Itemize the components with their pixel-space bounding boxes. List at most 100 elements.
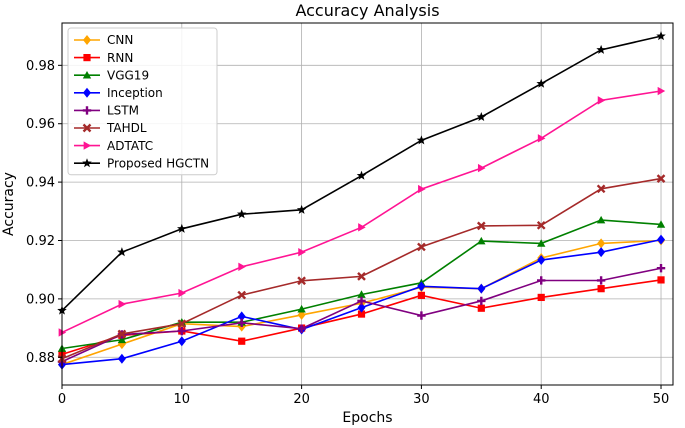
x-tick-label: 40 <box>533 392 550 407</box>
data-point <box>596 215 606 224</box>
data-point <box>178 288 187 298</box>
data-point <box>237 290 247 300</box>
axis-ticks: 0 10 20 30 40 50 0.88 0.90 0.92 0.94 0.96 0.98 <box>26 59 669 407</box>
data-point <box>657 234 666 245</box>
data-point <box>298 247 306 257</box>
legend-item: Proposed HGCTN <box>74 156 209 170</box>
plot-series <box>57 31 666 370</box>
legend-marker <box>82 87 92 98</box>
data-point <box>477 304 485 312</box>
legend-label: ADTATC <box>107 139 153 153</box>
data-point <box>118 299 127 309</box>
legend-marker <box>82 106 92 115</box>
data-point <box>418 184 426 194</box>
data-point <box>657 276 665 284</box>
data-point <box>476 221 486 231</box>
data-point <box>596 184 606 194</box>
data-point <box>537 255 546 266</box>
data-point <box>476 112 487 122</box>
legend-marker <box>82 71 92 79</box>
data-point <box>597 247 606 258</box>
series-rnn <box>58 276 665 358</box>
legend-item: LSTM <box>74 104 139 118</box>
data-point <box>297 324 306 333</box>
data-point <box>477 296 486 306</box>
legend-marker <box>83 141 92 150</box>
data-point <box>656 174 666 183</box>
data-point <box>417 242 426 252</box>
legend-label: LSTM <box>107 104 139 118</box>
data-point <box>117 335 127 344</box>
data-point <box>297 304 306 313</box>
data-point <box>656 220 666 228</box>
data-point <box>357 310 366 318</box>
data-point <box>237 318 246 328</box>
data-point <box>357 272 366 281</box>
x-tick-label: 0 <box>58 392 66 407</box>
data-point <box>236 209 247 219</box>
data-point <box>296 204 307 214</box>
chart-title: Accuracy Analysis <box>295 1 439 20</box>
data-point <box>596 276 606 285</box>
data-point <box>417 291 426 299</box>
legend-item: TAHDL <box>74 121 147 135</box>
x-tick-label: 30 <box>413 392 430 407</box>
data-point <box>477 163 486 173</box>
data-point <box>357 302 366 313</box>
data-point <box>357 296 366 306</box>
x-axis-label: Epochs <box>342 410 392 426</box>
data-point <box>536 78 546 88</box>
y-tick-label: 0.94 <box>26 176 55 191</box>
y-tick-label: 0.98 <box>26 59 55 74</box>
data-point <box>657 86 666 96</box>
data-point <box>597 96 606 105</box>
series-vgg19 <box>57 215 666 352</box>
x-tick-label: 10 <box>174 392 191 407</box>
legend-label: TAHDL <box>106 121 147 135</box>
legend-label: Inception <box>107 86 163 100</box>
legend-item: RNN <box>74 51 133 65</box>
series-proposed-hgctn <box>57 31 666 315</box>
data-point <box>416 135 427 145</box>
data-point <box>177 336 186 347</box>
y-tick-label: 0.96 <box>26 117 55 132</box>
series-adtatc <box>58 86 666 337</box>
data-point <box>537 293 545 302</box>
data-point <box>417 281 426 292</box>
x-tick-label: 20 <box>293 392 310 407</box>
y-tick-label: 0.90 <box>26 292 55 307</box>
data-point <box>537 134 546 143</box>
data-point <box>596 44 606 54</box>
legend-label: CNN <box>107 33 133 47</box>
legend-marker <box>83 54 91 62</box>
data-point <box>656 264 666 273</box>
legend: CNN RNN VGG19 Inception LSTM TAHDL ADTATC Propo… <box>67 27 218 176</box>
data-point <box>177 223 187 233</box>
x-tick-label: 50 <box>653 392 670 407</box>
legend-marker <box>82 34 92 46</box>
legend-box <box>67 27 218 176</box>
data-point <box>177 326 187 336</box>
y-tick-label: 0.88 <box>26 351 55 366</box>
legend-label: Proposed HGCTN <box>107 156 209 170</box>
series-inception <box>57 234 666 370</box>
data-point <box>297 276 306 286</box>
plot-frame <box>61 22 674 386</box>
data-point <box>477 236 486 245</box>
legend-item: CNN <box>74 33 133 47</box>
data-point <box>117 329 127 339</box>
data-point <box>477 283 486 294</box>
y-axis-label: Accuracy <box>1 172 17 236</box>
data-point <box>358 223 366 232</box>
legend-marker <box>82 158 92 168</box>
legend-marker <box>82 123 92 133</box>
data-point <box>656 31 666 41</box>
data-point <box>177 319 187 329</box>
series-tahdl <box>57 174 666 364</box>
data-point <box>297 309 306 320</box>
data-point <box>357 290 366 298</box>
legend-item: ADTATC <box>74 139 153 153</box>
data-point <box>536 220 546 230</box>
y-tick-label: 0.92 <box>26 234 55 249</box>
